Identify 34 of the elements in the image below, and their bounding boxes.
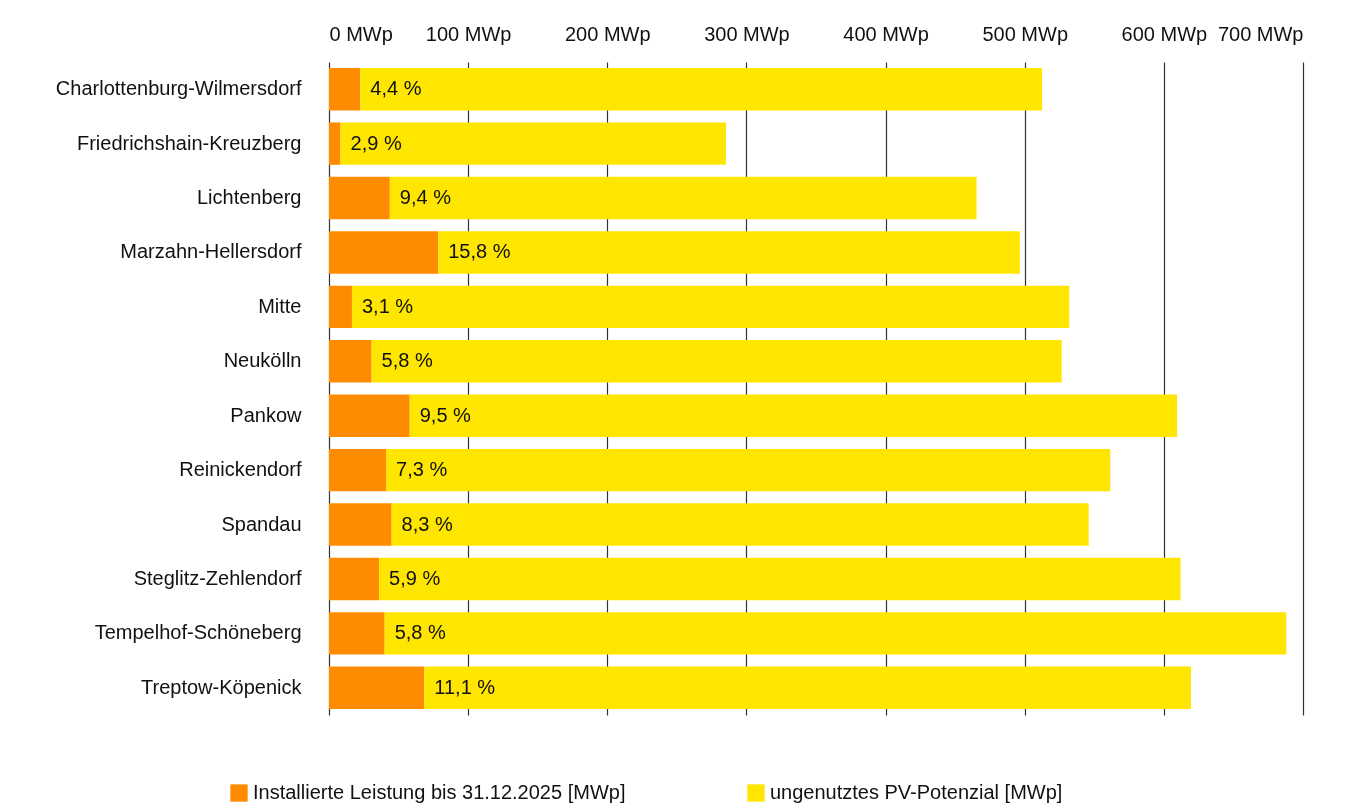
- x-tick-label: 100 MWp: [425, 22, 512, 45]
- y-tick-label: Charlottenburg-Wilmersdorf: [55, 77, 302, 100]
- y-tick-label: Pankow: [230, 403, 303, 426]
- y-tick-label: Steglitz-Zehlendorf: [133, 566, 302, 589]
- x-tick-label: 300 MWp: [704, 22, 790, 45]
- annotation: 9,5 %: [419, 403, 472, 426]
- annotation: 5,8 %: [381, 349, 433, 372]
- annotation: 3,1 %: [361, 294, 414, 317]
- annotation: 8,3 %: [401, 512, 453, 535]
- y-tick-label: Reinickendorf: [179, 458, 302, 481]
- annotation: 4,4 %: [370, 77, 422, 100]
- x-tick-label: 400 MWp: [843, 22, 929, 45]
- x-tick-label: 200 MWp: [564, 22, 651, 45]
- legend-label: ungenutztes PV-Potenzial [MWp]: [770, 781, 1063, 803]
- y-tick-label: Marzahn-Hellersdorf: [120, 240, 302, 263]
- annotation: 5,8 %: [394, 621, 447, 644]
- annotation: 9,4 %: [399, 186, 452, 209]
- y-tick-label: Lichtenberg: [196, 186, 302, 209]
- y-tick-label: Mitte: [258, 294, 302, 317]
- x-tick-label: 600 MWp: [1121, 22, 1208, 45]
- legend-label: Installierte Leistung bis 31.12.2025 [MWp]: [253, 781, 626, 803]
- annotation: 11,1 %: [434, 675, 496, 698]
- y-tick-label: Treptow-Köpenick: [141, 675, 303, 698]
- annotation: 5,9 %: [389, 566, 441, 589]
- annotation: 7,3 %: [396, 458, 448, 481]
- annotation: 15,8 %: [448, 240, 511, 263]
- y-tick-label: Spandau: [221, 512, 302, 535]
- y-tick-label: Neukölln: [223, 349, 302, 372]
- x-tick-label: 0 MWp: [329, 22, 393, 45]
- x-tick-label: 500 MWp: [982, 22, 1069, 45]
- y-tick-label: Tempelhof-Schöneberg: [94, 621, 302, 644]
- y-tick-label: Friedrichshain-Kreuzberg: [76, 131, 302, 154]
- annotation: 2,9 %: [350, 131, 402, 154]
- x-tick-label: 700 MWp: [1217, 22, 1304, 45]
